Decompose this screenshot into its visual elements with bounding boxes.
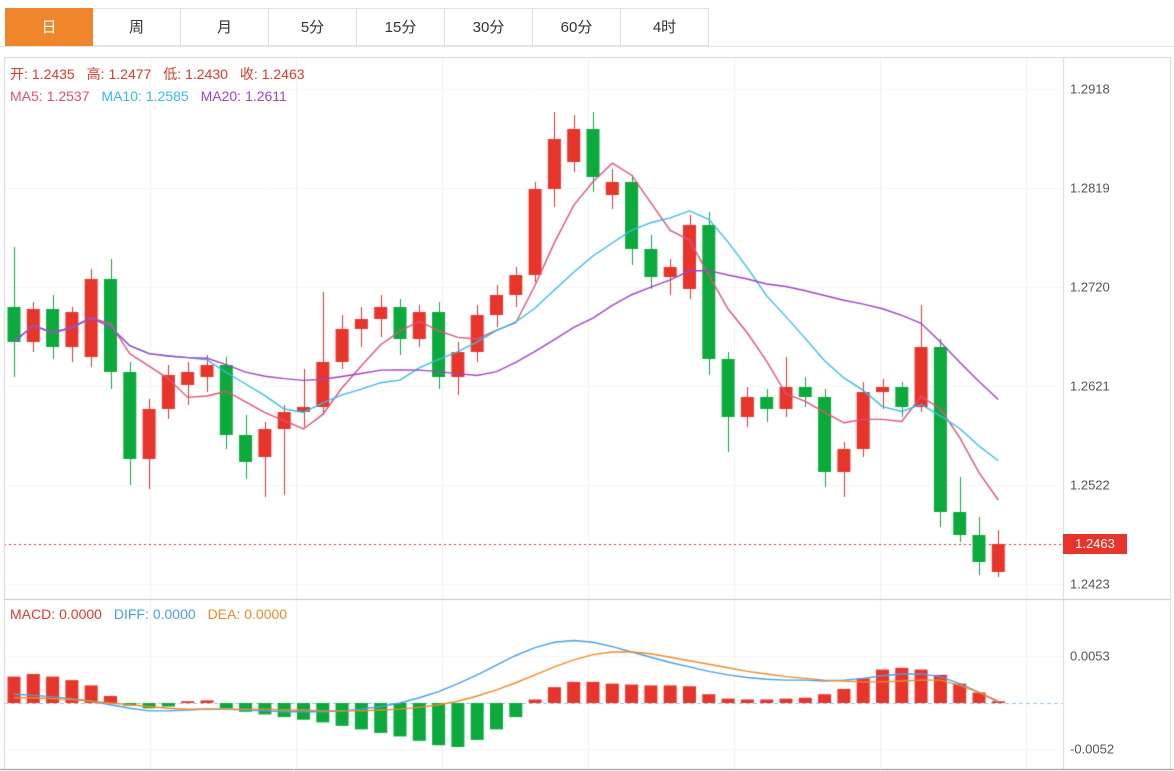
price-axis-label: 1.2918 [1070,81,1110,97]
ma20-value: 1.2611 [245,88,287,104]
low-value: 1.2430 [185,66,228,82]
macd-label: MACD: [10,606,56,622]
current-price-tag: 1.2463 [1063,534,1127,554]
price-axis-label: 1.2621 [1070,378,1110,394]
timeframe-tab[interactable]: 30分 [445,8,533,46]
timeframe-tab[interactable]: 月 [181,8,269,46]
ohlc-info-row: 开: 1.2435 高: 1.2477 低: 1.2430 收: 1.2463 [10,64,313,84]
timeframe-tab[interactable]: 4时 [621,8,709,46]
ma-info-row: MA5: 1.2537 MA10: 1.2585 MA20: 1.2611 [10,88,295,104]
macd-info-row: MACD: 0.0000 DIFF: 0.0000 DEA: 0.0000 [10,606,295,622]
ma5-value: 1.2537 [46,88,90,104]
timeframe-tab[interactable]: 周 [93,8,181,46]
high-label: 高: [86,66,105,82]
dea-value: 0.0000 [244,606,288,622]
price-axis-label: 1.2423 [1070,576,1110,592]
low-label: 低: [163,66,182,82]
price-axis-label: 1.2720 [1070,279,1110,295]
price-axis-label: 1.2819 [1070,180,1110,196]
timeframe-tabbar: 日周月 5分 15分 30分 60分 4时 [0,0,1174,47]
price-axis-label: 1.2522 [1070,477,1110,493]
ma10-value: 1.2585 [145,88,189,104]
high-value: 1.2477 [108,66,152,82]
ma20-label: MA20: [200,88,242,104]
diff-label: DIFF: [113,606,149,622]
close-label: 收: [239,66,258,82]
ma5-label: MA5: [10,88,43,104]
macd-value: 0.0000 [59,606,102,622]
timeframe-tab[interactable]: 日 [5,8,93,46]
timeframe-tab[interactable]: 5分 [269,8,357,46]
open-label: 开: [10,66,28,82]
ma10-label: MA10: [101,88,142,104]
open-value: 1.2435 [31,66,75,82]
dea-label: DEA: [207,606,241,622]
timeframe-tab[interactable]: 60分 [533,8,621,46]
close-value: 1.2463 [261,66,305,82]
macd-axis-label: 0.0053 [1070,648,1110,664]
timeframe-tab[interactable]: 15分 [357,8,445,46]
macd-axis-label: -0.0052 [1070,741,1115,757]
diff-value: 0.0000 [152,606,196,622]
